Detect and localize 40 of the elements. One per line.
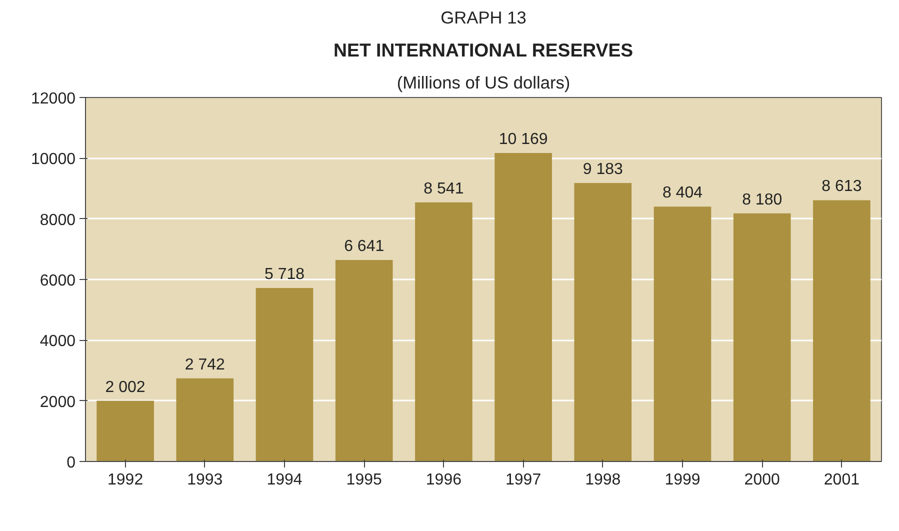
bar bbox=[813, 200, 870, 462]
bar bbox=[96, 400, 154, 462]
bar bbox=[335, 260, 393, 462]
data-label: 8 541 bbox=[424, 180, 464, 198]
x-tick-label: 2000 bbox=[744, 472, 780, 488]
x-tick-label: 2001 bbox=[824, 472, 860, 488]
y-tick-label: 8000 bbox=[40, 212, 76, 229]
chart-subtitle: (Millions of US dollars) bbox=[396, 72, 570, 92]
data-label: 6 641 bbox=[344, 238, 384, 256]
y-tick-label: 6000 bbox=[40, 272, 76, 290]
y-tick-label: 12000 bbox=[31, 90, 76, 108]
bar bbox=[256, 288, 314, 462]
x-tick-label: 1993 bbox=[187, 472, 223, 488]
data-label: 10 169 bbox=[498, 131, 548, 148]
x-tick-label: 1994 bbox=[266, 472, 302, 488]
y-tick-label: 0 bbox=[66, 454, 76, 472]
x-tick-label: 1992 bbox=[108, 472, 144, 488]
chart-title: NET INTERNATIONAL RESERVES bbox=[334, 40, 634, 60]
y-tick-label: 2000 bbox=[40, 394, 76, 411]
bar bbox=[733, 213, 791, 462]
bar bbox=[574, 182, 632, 462]
data-label: 8 404 bbox=[662, 184, 703, 202]
x-tick-label: 1997 bbox=[506, 472, 542, 488]
x-tick-label: 1999 bbox=[664, 472, 700, 488]
x-tick-label: 1995 bbox=[346, 472, 382, 488]
data-label: 8 613 bbox=[822, 178, 862, 196]
data-label: 2 742 bbox=[184, 356, 226, 374]
y-tick-label: 4000 bbox=[40, 333, 76, 350]
bar bbox=[654, 206, 712, 462]
caption: GRAPH 13 bbox=[440, 8, 526, 28]
x-tick-label: 1996 bbox=[426, 472, 462, 488]
bar bbox=[494, 153, 552, 462]
y-tick-label: 10000 bbox=[31, 151, 76, 168]
x-tick-label: 1998 bbox=[585, 472, 621, 488]
data-label: 8 180 bbox=[742, 191, 782, 208]
data-label: 9 183 bbox=[582, 160, 624, 178]
data-label: 2 002 bbox=[105, 378, 146, 396]
bar bbox=[176, 378, 234, 462]
bar bbox=[415, 202, 472, 462]
data-label: 5 718 bbox=[264, 266, 305, 284]
